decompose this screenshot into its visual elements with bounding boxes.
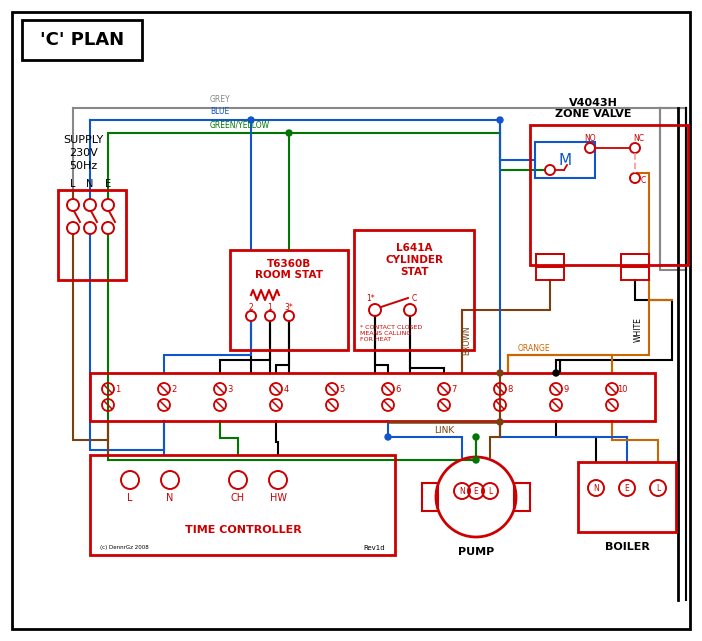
Bar — [354, 230, 474, 350]
Bar — [58, 190, 126, 280]
Bar — [530, 125, 688, 265]
Circle shape — [473, 434, 479, 440]
Text: V4043H: V4043H — [569, 98, 618, 108]
Text: N: N — [593, 483, 599, 492]
Text: 9: 9 — [564, 385, 569, 394]
Text: ROOM STAT: ROOM STAT — [255, 270, 323, 280]
Bar — [514, 483, 530, 511]
Text: ORANGE: ORANGE — [518, 344, 550, 353]
Text: NC: NC — [633, 133, 644, 142]
Text: GREEN/YELLOW: GREEN/YELLOW — [210, 120, 270, 129]
Bar — [90, 455, 395, 555]
Text: LINK: LINK — [434, 426, 454, 435]
Text: N: N — [166, 493, 173, 503]
Bar — [536, 254, 564, 267]
Text: C: C — [640, 176, 646, 185]
Text: 3*: 3* — [284, 303, 293, 312]
Circle shape — [473, 457, 479, 463]
Text: E: E — [105, 179, 111, 189]
Text: BLUE: BLUE — [210, 107, 230, 116]
Bar — [422, 483, 438, 511]
Text: * CONTACT CLOSED
MEANS CALLING
FOR HEAT: * CONTACT CLOSED MEANS CALLING FOR HEAT — [360, 325, 422, 342]
Text: L641A: L641A — [396, 243, 432, 253]
Circle shape — [497, 117, 503, 123]
Circle shape — [286, 130, 292, 136]
Text: HW: HW — [270, 493, 286, 503]
Text: ZONE VALVE: ZONE VALVE — [555, 109, 631, 119]
Bar — [230, 250, 348, 350]
Text: 7: 7 — [451, 385, 457, 394]
Text: T6360B: T6360B — [267, 259, 311, 269]
Bar — [22, 20, 142, 60]
Text: 4: 4 — [284, 385, 289, 394]
Text: E: E — [474, 487, 478, 495]
Text: STAT: STAT — [399, 267, 428, 277]
Text: CYLINDER: CYLINDER — [385, 255, 443, 265]
Text: N: N — [459, 487, 465, 495]
Bar — [535, 142, 595, 178]
Bar — [578, 462, 676, 532]
Circle shape — [248, 117, 254, 123]
Text: BOILER: BOILER — [604, 542, 649, 552]
Text: 1*: 1* — [366, 294, 376, 303]
Text: GREY: GREY — [210, 95, 231, 104]
Text: 'C' PLAN: 'C' PLAN — [40, 31, 124, 49]
Circle shape — [385, 434, 391, 440]
Text: L: L — [70, 179, 76, 189]
Text: (c) DennrGz 2008: (c) DennrGz 2008 — [100, 545, 149, 551]
Text: L: L — [488, 487, 492, 495]
Text: L: L — [656, 483, 660, 492]
Circle shape — [497, 370, 503, 376]
Text: 2: 2 — [171, 385, 177, 394]
Text: 50Hz: 50Hz — [69, 161, 97, 171]
Text: BROWN: BROWN — [463, 325, 472, 355]
Text: N: N — [86, 179, 93, 189]
Bar — [621, 254, 649, 280]
Text: L: L — [127, 493, 133, 503]
Text: CH: CH — [231, 493, 245, 503]
Text: 3: 3 — [227, 385, 232, 394]
Text: 230V: 230V — [69, 148, 98, 158]
Text: TIME CONTROLLER: TIME CONTROLLER — [185, 525, 301, 535]
Bar — [90, 373, 655, 421]
Text: E: E — [625, 483, 630, 492]
Text: M: M — [558, 153, 571, 167]
Text: 1: 1 — [115, 385, 121, 394]
Text: 5: 5 — [339, 385, 345, 394]
Text: PUMP: PUMP — [458, 547, 494, 557]
Text: 1: 1 — [267, 303, 272, 312]
Text: 10: 10 — [617, 385, 628, 394]
Text: C: C — [411, 294, 416, 303]
Circle shape — [497, 419, 503, 425]
Text: 8: 8 — [508, 385, 512, 394]
Bar — [536, 254, 564, 280]
Text: 6: 6 — [395, 385, 401, 394]
Text: 2: 2 — [249, 303, 253, 312]
Bar — [621, 254, 649, 267]
Text: Rev1d: Rev1d — [364, 545, 385, 551]
Text: SUPPLY: SUPPLY — [63, 135, 103, 145]
Text: WHITE: WHITE — [633, 317, 642, 342]
Text: NO: NO — [584, 133, 596, 142]
Circle shape — [553, 370, 559, 376]
